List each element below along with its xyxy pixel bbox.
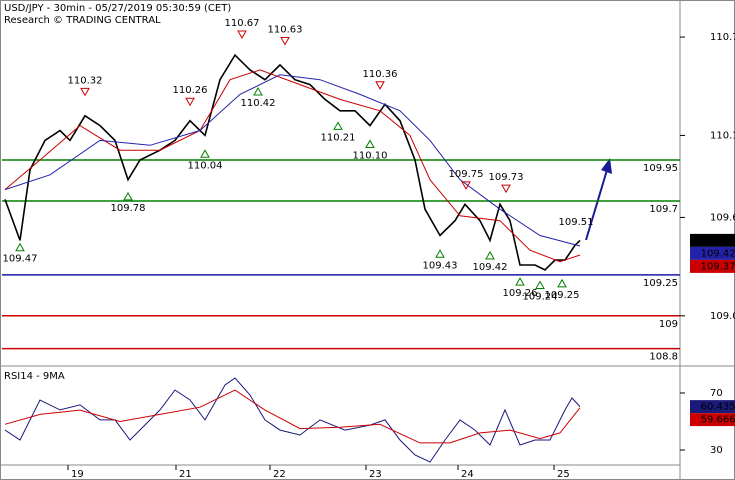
low-marker [557, 278, 567, 288]
low-label: 109.26 [503, 288, 538, 299]
low-marker [15, 242, 25, 252]
low-marker [535, 280, 545, 289]
high-label: 110.67 [225, 18, 260, 29]
high-label: 110.32 [68, 75, 103, 86]
y-tick-label: 109.6 [710, 212, 735, 223]
low-marker [435, 249, 445, 258]
high-marker [185, 97, 195, 107]
series-line [4, 377, 581, 463]
low-label: 109.78 [111, 203, 146, 214]
x-tick-label: 23 [369, 469, 382, 480]
last-value-box [690, 400, 735, 414]
chart-subtitle: Research © TRADING CENTRAL [4, 15, 161, 26]
series-line [4, 74, 581, 247]
level-label: 109 [659, 319, 678, 330]
last-value-box [690, 246, 735, 260]
level-label: 109.25 [643, 278, 678, 289]
chart-title: USD/JPY - 30min - 05/27/2019 05:30:59 (C… [4, 3, 231, 14]
last-value-label: 109.46 [707, 235, 735, 246]
low-label: 110.10 [353, 150, 388, 161]
y-tick-label: 70 [710, 388, 723, 399]
y-tick-label: 110.7 [710, 32, 735, 43]
low-label: 109.47 [3, 254, 38, 265]
low-label: 110.42 [241, 98, 276, 109]
series-line [4, 53, 581, 271]
high-marker [461, 181, 471, 190]
high-marker [501, 184, 511, 194]
high-marker [237, 30, 247, 39]
forecast-arrowhead [601, 158, 612, 174]
low-marker [365, 139, 375, 148]
low-marker [485, 250, 495, 260]
rsi-title: RSI14 - 9MA [4, 371, 65, 382]
last-value-box [690, 259, 735, 273]
last-value-label: 109.426 [701, 248, 735, 259]
forecast-arrow [585, 169, 608, 241]
last-value-label: 59.6669 [701, 415, 735, 426]
x-tick-label: 21 [179, 469, 192, 480]
last-value-label: 60.4351 [701, 402, 735, 413]
last-value-label: 109.371 [701, 261, 735, 272]
y-tick-label: 30 [710, 445, 723, 456]
low-label: 109.43 [423, 260, 458, 271]
last-value-box [690, 233, 735, 247]
x-tick-label: 22 [273, 469, 286, 480]
low-label: 110.21 [321, 132, 356, 143]
low-label: 109.25 [545, 290, 580, 301]
high-marker [280, 37, 290, 46]
high-label: 109.75 [449, 169, 484, 180]
price-label: 109.51 [559, 217, 594, 228]
low-label: 109.42 [473, 262, 508, 273]
last-value-box [690, 413, 735, 427]
low-label: 109.24 [523, 291, 558, 302]
level-label: 109.95 [643, 163, 678, 174]
x-tick-label: 25 [557, 469, 570, 480]
low-marker [253, 86, 263, 96]
high-label: 110.26 [173, 85, 208, 96]
low-marker [200, 149, 210, 158]
high-label: 110.36 [363, 69, 398, 80]
level-label: 108.8 [649, 352, 678, 363]
low-marker [333, 121, 343, 130]
high-label: 109.73 [489, 172, 524, 183]
y-tick-label: 109.0 [710, 311, 735, 322]
low-label: 110.04 [188, 160, 223, 171]
series-line [4, 69, 581, 263]
level-label: 109.7 [649, 204, 678, 215]
high-label: 110.63 [268, 25, 303, 36]
series-line [4, 389, 581, 444]
y-tick-label: 110.1 [710, 130, 735, 141]
low-marker [515, 277, 525, 286]
high-marker [80, 87, 90, 97]
low-marker [123, 191, 133, 201]
high-marker [375, 81, 385, 90]
x-tick-label: 24 [461, 469, 474, 480]
x-tick-label: 19 [71, 469, 84, 480]
